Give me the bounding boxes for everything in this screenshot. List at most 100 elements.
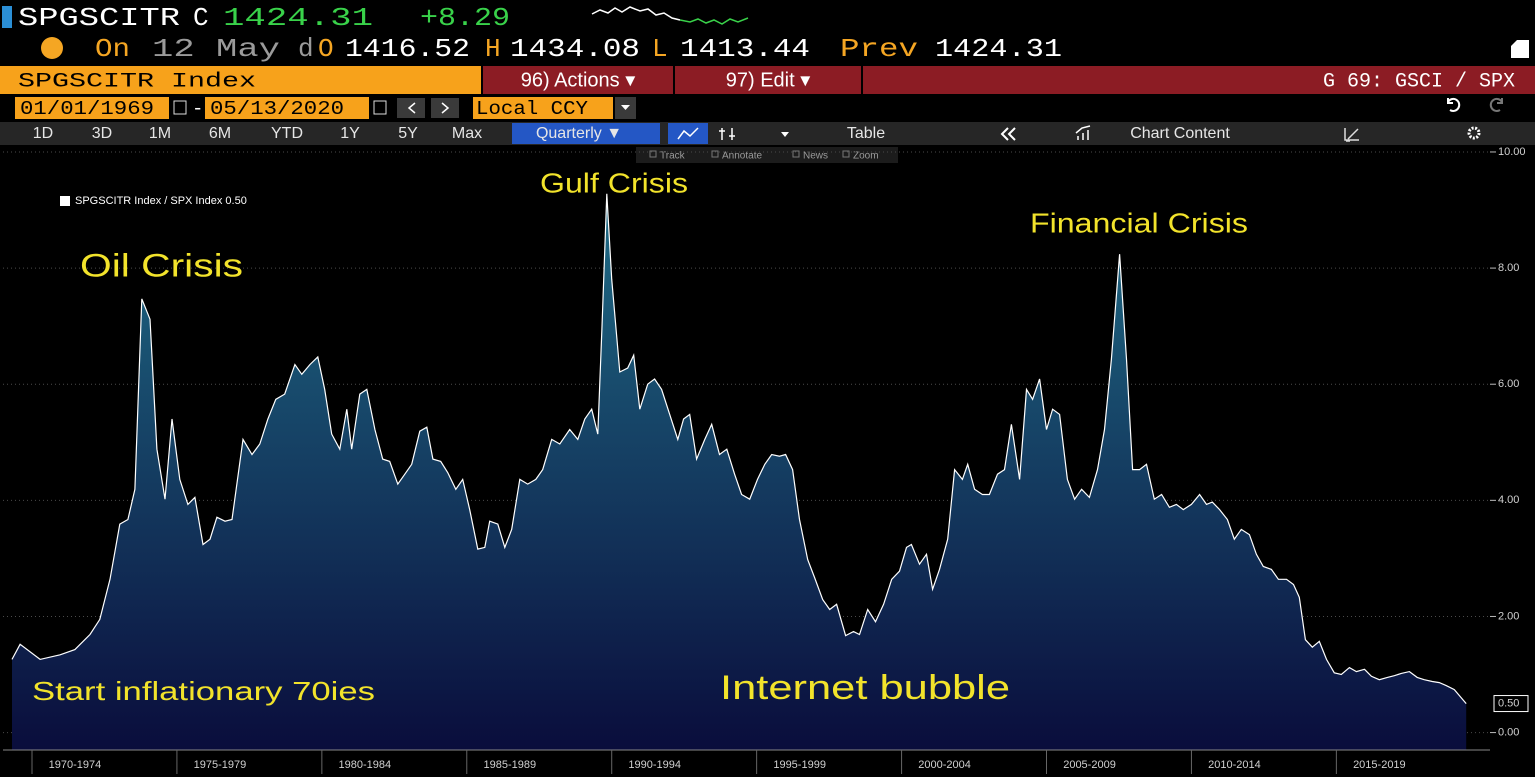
edit-button[interactable] (675, 66, 861, 94)
line-chart-icon[interactable] (677, 127, 699, 140)
x-tick-label: 2015-2019 (1353, 759, 1406, 771)
date-dash: - (192, 98, 203, 120)
frequency-button[interactable] (512, 123, 660, 144)
annotation: Oil Crisis (80, 247, 243, 283)
security: SPGSCITR Index (18, 70, 256, 93)
prev-value: 1424.31 (935, 34, 1062, 64)
close-flag: C (193, 3, 209, 33)
price-change: +8.29 (420, 3, 510, 33)
chart-id-bar (863, 66, 1535, 94)
x-tick-label: 2010-2014 (1208, 759, 1261, 771)
period-button[interactable]: 5Y (398, 125, 418, 142)
last-price: 1424.31 (223, 3, 373, 33)
prev-button[interactable] (397, 98, 425, 118)
x-tick-label: 1995-1999 (773, 759, 826, 771)
end-date-box[interactable] (205, 97, 369, 119)
frequency[interactable]: Quarterly ▼ (536, 125, 622, 142)
period-button[interactable]: 1M (149, 125, 171, 142)
x-tick-label: 1990-1994 (628, 759, 681, 771)
actions-label[interactable]: 96) Actions ▾ (521, 69, 636, 91)
settings-icon[interactable] (1467, 126, 1481, 140)
annotation: Internet bubble (720, 669, 1010, 707)
end-date[interactable]: 05/13/2020 (210, 98, 344, 120)
tool-icon[interactable] (792, 150, 800, 158)
next-arrow[interactable] (441, 102, 450, 114)
tool-button[interactable]: News (803, 151, 828, 162)
currency[interactable]: Local CCY (476, 98, 589, 120)
period-button[interactable]: 3D (92, 125, 112, 142)
line (11, 193, 1467, 704)
x-tick-label: 2005-2009 (1063, 759, 1116, 771)
tool-button[interactable]: Annotate (722, 151, 762, 162)
undo-icon[interactable] (1447, 97, 1461, 112)
y-tick-label: 4.00 (1498, 494, 1519, 506)
chart-tools (636, 147, 898, 163)
quote-date: 12 May (152, 34, 280, 64)
annotation: Gulf Crisis (540, 167, 688, 198)
bar-chart-icon[interactable] (719, 128, 735, 140)
start-date[interactable]: 01/01/1969 (20, 98, 154, 120)
period-button[interactable]: Max (452, 125, 482, 142)
actions-button[interactable] (483, 66, 673, 94)
annotation: Financial Crisis (1030, 207, 1248, 238)
tool-icon[interactable] (711, 150, 719, 158)
legend-label: SPGSCITR Index / SPX Index 0.50 (75, 195, 247, 207)
x-tick-label: 1980-1984 (339, 759, 392, 771)
chart-content-button[interactable]: Chart Content (1130, 125, 1230, 142)
last-value-tag (1493, 695, 1529, 713)
y-tick-label: 2.00 (1498, 610, 1519, 622)
chart-type-dropdown[interactable] (781, 132, 789, 137)
high-value: 1434.08 (510, 34, 640, 64)
d-label: d (298, 34, 314, 64)
x-tick-label: 1975-1979 (194, 759, 247, 771)
calendar-icon[interactable] (173, 100, 187, 115)
open-label: O (318, 34, 334, 64)
edit-chart-icon[interactable] (1344, 128, 1359, 142)
edit-label[interactable]: 97) Edit ▾ (726, 69, 811, 91)
ticker: SPGSCITR (18, 3, 180, 33)
next-button[interactable] (431, 98, 459, 118)
legend-box (55, 190, 281, 212)
low-value: 1413.44 (680, 34, 810, 64)
y-tick-label: 8.00 (1498, 262, 1519, 274)
annotation: Start inflationary 70ies (32, 676, 375, 706)
collapse-icon[interactable] (1000, 127, 1016, 141)
dropdown-arrow[interactable] (621, 105, 630, 110)
x-tick-label: 1985-1989 (483, 759, 536, 771)
chart: 0.00 2.00 4.00 6.00 8.00 10.00 1970-1974 1975-1… (3, 146, 1529, 774)
low-label: L (652, 34, 668, 64)
y-tick-label: 10.00 (1498, 146, 1526, 158)
period-button[interactable]: 1Y (340, 125, 360, 142)
status-block (2, 6, 12, 28)
prev-arrow[interactable] (407, 102, 416, 114)
x-tick-label: 1970-1974 (49, 759, 102, 771)
chart-id: G 69: GSCI / SPX (1323, 70, 1515, 93)
redo-icon[interactable] (1489, 97, 1503, 112)
gauge-icon[interactable] (41, 37, 63, 59)
sparkline (591, 6, 681, 21)
last-value-label: 0.50 (1498, 697, 1519, 709)
tool-icon[interactable] (649, 150, 657, 158)
tool-icon[interactable] (842, 150, 850, 158)
export-icon[interactable] (1511, 40, 1529, 58)
period-buttons: 1D 3D 1M 6M YTD 1Y 5Y Max (33, 125, 482, 142)
currency-box[interactable] (473, 97, 613, 119)
chart-content-icon[interactable] (1075, 125, 1091, 140)
y-tick-label: 6.00 (1498, 378, 1519, 390)
period-button[interactable]: 1D (33, 125, 53, 142)
on-label: On (95, 34, 130, 64)
tool-button[interactable]: Track (660, 151, 686, 162)
y-tick-label: 0.00 (1498, 726, 1519, 738)
tool-buttons: Track Annotate News Zoom (649, 150, 879, 162)
period-button[interactable]: YTD (271, 125, 303, 142)
calendar-icon[interactable] (373, 100, 387, 115)
open-value: 1416.52 (345, 34, 470, 64)
table-button[interactable]: Table (847, 125, 885, 142)
start-date-box[interactable] (15, 97, 169, 119)
tool-button[interactable]: Zoom (853, 151, 879, 162)
toolbar (0, 122, 1535, 145)
x-tick-label: 2000-2004 (918, 759, 971, 771)
period-button[interactable]: 6M (209, 125, 231, 142)
